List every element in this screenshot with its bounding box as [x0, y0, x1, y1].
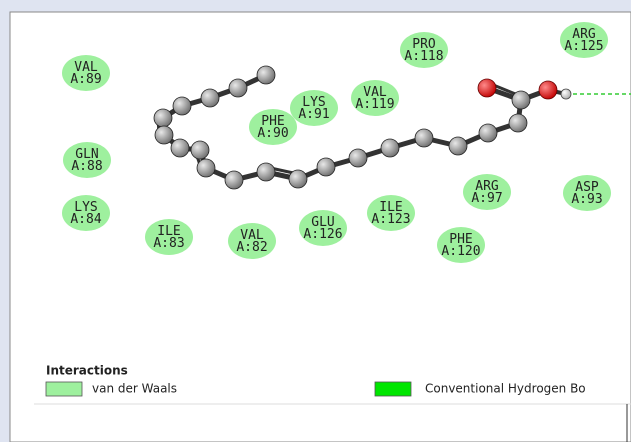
atom — [190, 140, 210, 160]
legend-label: van der Waals — [92, 382, 177, 396]
residue-name: LYS — [302, 95, 325, 110]
residue-id: A:125 — [564, 39, 603, 54]
residue-name: VAL — [240, 228, 264, 243]
residue-disc — [290, 90, 338, 126]
residue-name: ILE — [379, 200, 402, 215]
residue-id: A:84 — [70, 212, 101, 227]
residue-name: PRO — [412, 37, 436, 52]
residue-id: A:88 — [71, 159, 102, 174]
residue-id: A:90 — [257, 126, 288, 141]
residue-name: ASP — [575, 180, 599, 195]
legend-swatch — [45, 381, 83, 397]
residue-disc — [63, 142, 111, 178]
atom — [348, 148, 368, 168]
residue-disc — [62, 55, 110, 91]
atom — [256, 65, 276, 85]
atom — [511, 90, 531, 110]
residue-disc — [299, 210, 347, 246]
residue-disc — [437, 227, 485, 263]
atom — [448, 136, 468, 156]
residue-disc — [249, 109, 297, 145]
atom — [508, 113, 528, 133]
legend-title: Interactions — [46, 364, 128, 378]
atom — [256, 162, 276, 182]
atom — [200, 88, 220, 108]
ligand — [153, 65, 631, 190]
atom — [170, 138, 190, 158]
residue-name: ARG — [475, 179, 499, 194]
residue-name: ARG — [572, 27, 596, 42]
residue-disc — [367, 195, 415, 231]
residue-id: A:93 — [571, 192, 602, 207]
residue-name: ILE — [157, 224, 180, 239]
residue-name: PHE — [449, 232, 472, 247]
residue-name: PHE — [261, 114, 284, 129]
residue-id: A:126 — [303, 227, 342, 242]
residue-id: A:118 — [404, 49, 443, 64]
residue-name: LYS — [74, 200, 97, 215]
residue-name: GLU — [311, 215, 334, 230]
legend-swatch — [374, 381, 412, 397]
residue-id: A:123 — [371, 212, 410, 227]
legend-label: Conventional Hydrogen Bo — [425, 382, 586, 396]
residue-name: GLN — [75, 147, 98, 162]
residue-disc — [228, 223, 276, 259]
residue-disc — [62, 195, 110, 231]
legend: van der Waals Conventional Hydrogen Bo — [45, 381, 586, 397]
atom — [172, 96, 192, 116]
residue-disc — [463, 174, 511, 210]
residue-disc — [400, 32, 448, 68]
atom — [228, 78, 248, 98]
atom — [380, 138, 400, 158]
atom — [153, 108, 173, 128]
residue-name: VAL — [74, 60, 98, 75]
residue-id: A:83 — [153, 236, 184, 251]
residue-disc — [351, 80, 399, 116]
hydrogen — [560, 88, 572, 100]
residue-id: A:119 — [355, 97, 394, 112]
oxygen — [538, 80, 558, 100]
residue-id: A:89 — [70, 72, 101, 87]
atom — [478, 123, 498, 143]
atom — [196, 158, 216, 178]
residue-id: A:120 — [441, 244, 480, 259]
atom — [288, 169, 308, 189]
residues: VALA:89PROA:118ARGA:125LYSA:91VALA:119PH… — [62, 22, 611, 263]
residue-name: VAL — [363, 85, 387, 100]
residue-id: A:91 — [298, 107, 329, 122]
atom — [224, 170, 244, 190]
atom — [316, 157, 336, 177]
atom — [414, 128, 434, 148]
residue-disc — [563, 175, 611, 211]
residue-disc — [560, 22, 608, 58]
atom — [154, 125, 174, 145]
residue-id: A:97 — [471, 191, 502, 206]
residue-id: A:82 — [236, 240, 267, 255]
oxygen — [477, 78, 497, 98]
residue-disc — [145, 219, 193, 255]
